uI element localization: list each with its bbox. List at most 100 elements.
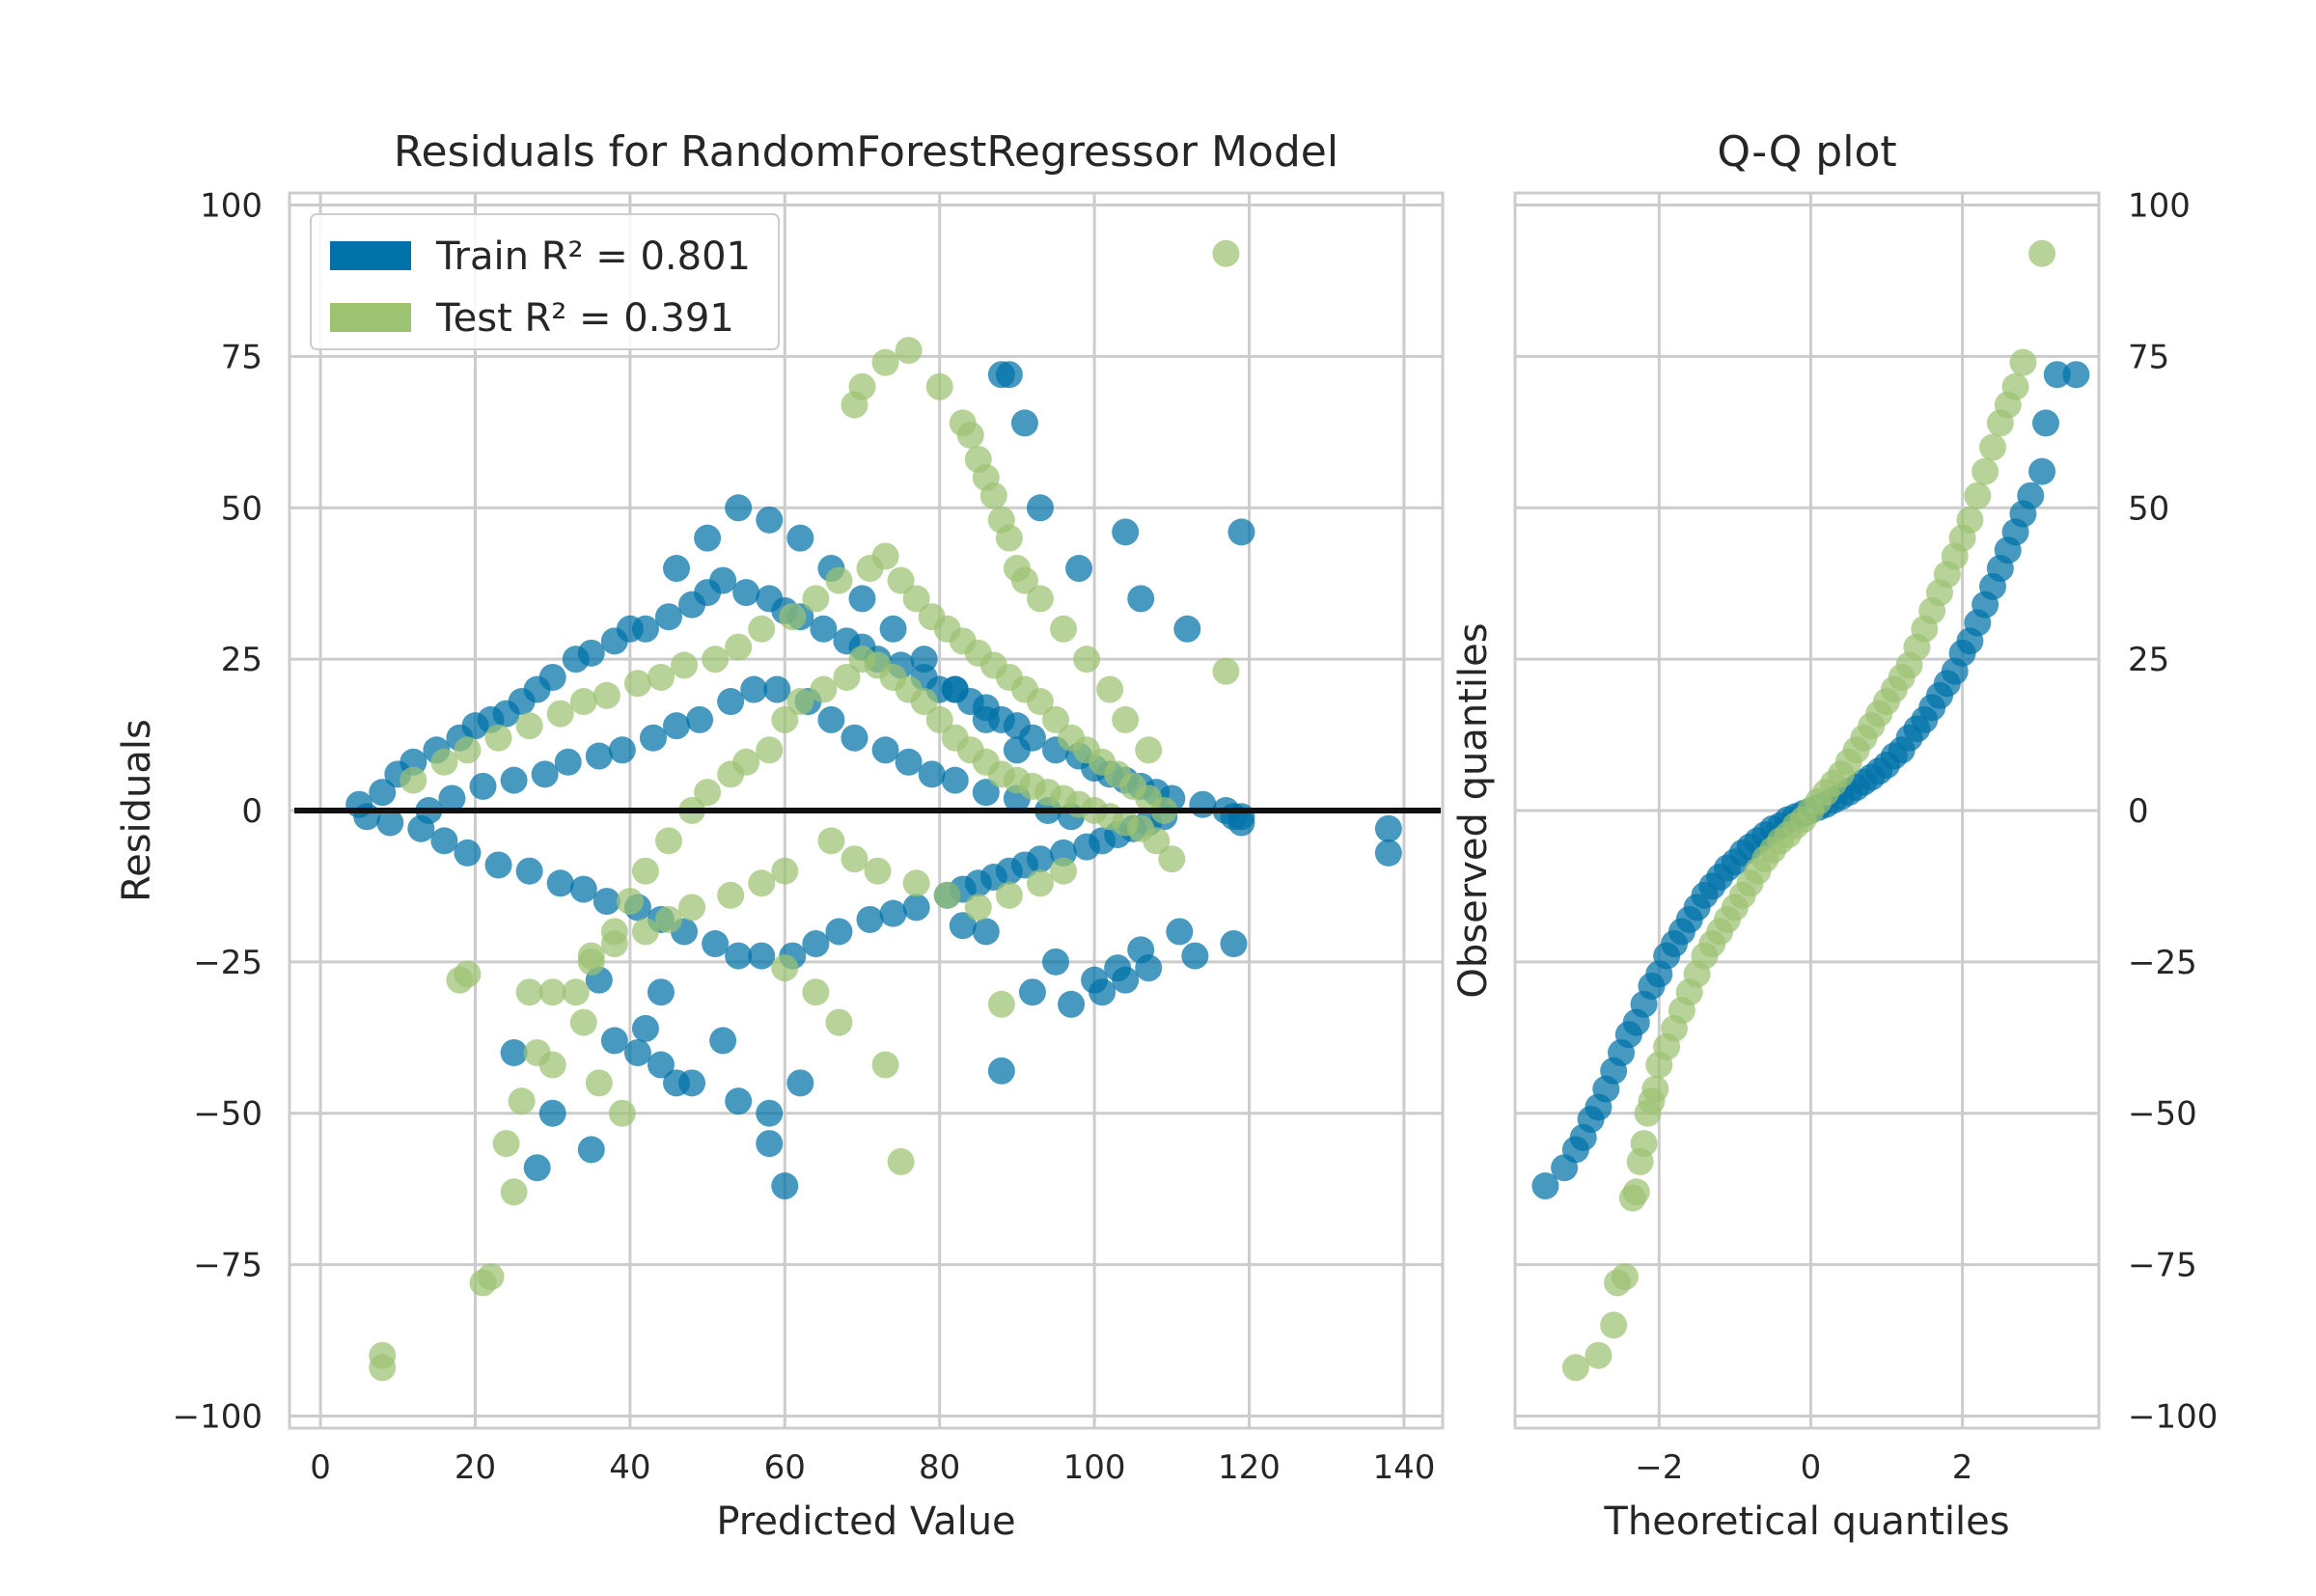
test-point bbox=[454, 736, 482, 764]
train-point bbox=[871, 736, 899, 764]
test-point bbox=[810, 675, 838, 703]
test-point bbox=[910, 688, 938, 716]
y-tick-label: −50 bbox=[2128, 1095, 2197, 1134]
train-point bbox=[995, 361, 1023, 389]
legend-swatch-train bbox=[330, 241, 411, 270]
train-point bbox=[2032, 409, 2059, 437]
train-point bbox=[654, 603, 682, 631]
y-tick-label: −25 bbox=[2128, 944, 2197, 982]
train-point bbox=[709, 1027, 737, 1055]
train-point bbox=[500, 766, 528, 794]
train-point bbox=[725, 1087, 753, 1115]
y-tick-label: −50 bbox=[193, 1095, 262, 1134]
train-point bbox=[663, 555, 691, 583]
test-point bbox=[616, 888, 644, 916]
y-tick-label: 50 bbox=[221, 489, 262, 528]
train-point bbox=[1104, 954, 1132, 982]
test-point bbox=[748, 869, 776, 897]
train-point bbox=[523, 1154, 551, 1182]
train-point bbox=[1026, 494, 1054, 522]
train-point bbox=[841, 724, 868, 752]
train-point bbox=[709, 566, 737, 594]
train-point bbox=[918, 760, 946, 788]
test-point bbox=[678, 894, 706, 922]
train-point bbox=[879, 899, 907, 927]
test-point bbox=[1010, 566, 1038, 594]
y-tick-label: −75 bbox=[193, 1247, 262, 1285]
y-tick-label: 75 bbox=[2128, 338, 2169, 376]
train-point bbox=[763, 675, 791, 703]
test-point bbox=[647, 663, 675, 691]
train-point bbox=[554, 748, 582, 776]
train-point bbox=[608, 736, 636, 764]
test-point bbox=[756, 736, 784, 764]
train-point bbox=[1227, 809, 1255, 837]
train-point bbox=[1181, 942, 1209, 970]
test-point bbox=[717, 881, 745, 909]
y-tick-label: 100 bbox=[2128, 187, 2191, 226]
train-point bbox=[756, 1099, 784, 1127]
train-point bbox=[686, 705, 714, 733]
test-point bbox=[1158, 845, 1186, 873]
test-point bbox=[562, 978, 590, 1006]
train-point bbox=[1374, 839, 1402, 867]
test-point bbox=[786, 688, 814, 716]
train-point bbox=[585, 742, 613, 770]
train-point bbox=[972, 918, 1000, 946]
qq-grid bbox=[1515, 193, 2099, 1428]
train-point bbox=[717, 688, 745, 716]
test-point bbox=[779, 603, 807, 631]
test-point bbox=[1050, 857, 1078, 885]
test-point bbox=[671, 651, 699, 679]
train-point bbox=[538, 1099, 566, 1127]
test-point bbox=[725, 633, 753, 661]
qq-x-axis-label: Theoretical quantiles bbox=[1603, 1500, 2009, 1544]
test-point bbox=[515, 712, 543, 740]
qq-y-tick-labels: −100 −75 −50 −25 0 25 50 75 100 bbox=[2128, 187, 2218, 1437]
x-tick-label: 40 bbox=[609, 1448, 650, 1487]
train-point bbox=[725, 494, 753, 522]
train-point bbox=[500, 1038, 528, 1066]
x-tick-label: −2 bbox=[1635, 1448, 1683, 1487]
x-tick-label: 2 bbox=[1952, 1448, 1973, 1487]
train-point bbox=[1374, 814, 1402, 842]
y-tick-label: 100 bbox=[200, 187, 262, 226]
test-point bbox=[508, 1087, 536, 1115]
train-point bbox=[2062, 361, 2090, 389]
test-point bbox=[817, 827, 845, 855]
test-point bbox=[477, 1263, 505, 1291]
test-point bbox=[871, 1051, 899, 1079]
legend-swatch-test bbox=[330, 303, 411, 332]
test-point bbox=[833, 663, 861, 691]
train-point bbox=[1065, 555, 1093, 583]
train-point bbox=[771, 1172, 799, 1200]
test-point bbox=[585, 1069, 613, 1097]
test-point bbox=[1026, 869, 1054, 897]
train-point bbox=[623, 1038, 651, 1066]
train-point bbox=[895, 748, 923, 776]
train-point bbox=[748, 942, 776, 970]
train-point bbox=[1058, 990, 1086, 1018]
test-point bbox=[1561, 1354, 1589, 1382]
x-tick-label: 0 bbox=[310, 1448, 331, 1487]
train-point bbox=[972, 779, 1000, 807]
train-point bbox=[2028, 457, 2056, 485]
y-tick-label: −100 bbox=[2128, 1397, 2218, 1436]
train-point bbox=[817, 705, 845, 733]
test-point bbox=[1135, 736, 1163, 764]
legend-label-train: Train R² = 0.801 bbox=[435, 234, 751, 279]
test-point bbox=[1026, 585, 1054, 613]
test-point bbox=[593, 681, 620, 709]
train-point bbox=[484, 851, 512, 879]
train-point bbox=[438, 784, 466, 812]
test-point bbox=[1096, 675, 1124, 703]
test-point bbox=[1212, 239, 1240, 267]
test-point bbox=[1112, 705, 1140, 733]
train-point bbox=[369, 779, 397, 807]
train-point bbox=[879, 615, 907, 643]
test-point bbox=[654, 827, 682, 855]
test-point bbox=[538, 978, 566, 1006]
train-point bbox=[756, 1130, 784, 1158]
train-point bbox=[639, 724, 667, 752]
train-point bbox=[949, 912, 977, 940]
